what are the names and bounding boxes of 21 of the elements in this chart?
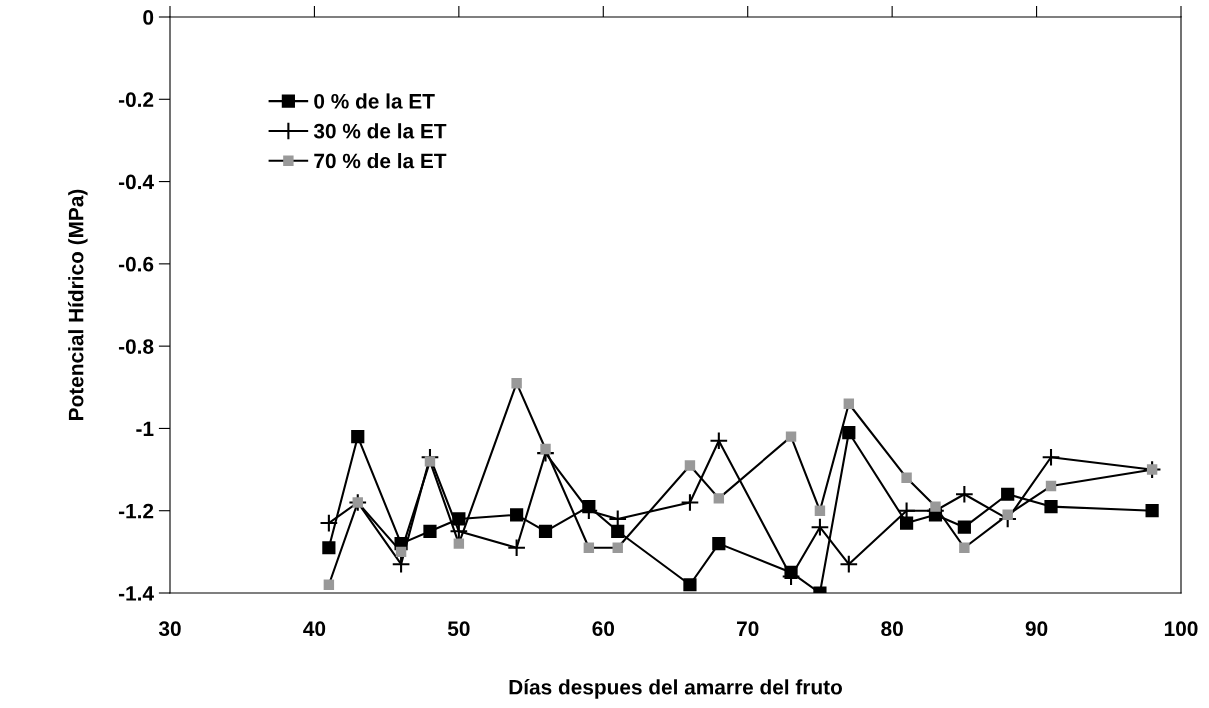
x-tick-label: 100 (1164, 621, 1198, 637)
legend-label: 0 % de la ET (314, 93, 435, 109)
y-tick-label: -0.4 (118, 174, 154, 190)
x-tick-label: 60 (592, 621, 615, 637)
y-tick-label: -1.4 (118, 586, 154, 601)
y-tick-label: -0.8 (118, 339, 154, 354)
y-tick-label: -1.2 (118, 503, 154, 519)
x-tick-label: 50 (447, 621, 470, 637)
y-tick-label: 0 (143, 10, 154, 25)
x-tick-label: 70 (737, 621, 759, 637)
x-axis-title: Días despues del amarre del fruto (509, 679, 842, 699)
x-tick-label: 80 (881, 621, 903, 637)
y-axis-title: Potencial Hídrico (MPa) (67, 189, 88, 420)
x-tick-label: 90 (1025, 621, 1048, 637)
legend-label: 70 % de la ET (314, 153, 447, 169)
y-tick-label: -0.2 (118, 92, 154, 108)
y-tick-label: -1 (136, 421, 154, 436)
legend-label: 30 % de la ET (313, 123, 447, 139)
x-tick-label: 40 (303, 621, 326, 637)
x-tick-label: 30 (158, 621, 181, 637)
y-tick-label: -0.6 (118, 256, 154, 272)
